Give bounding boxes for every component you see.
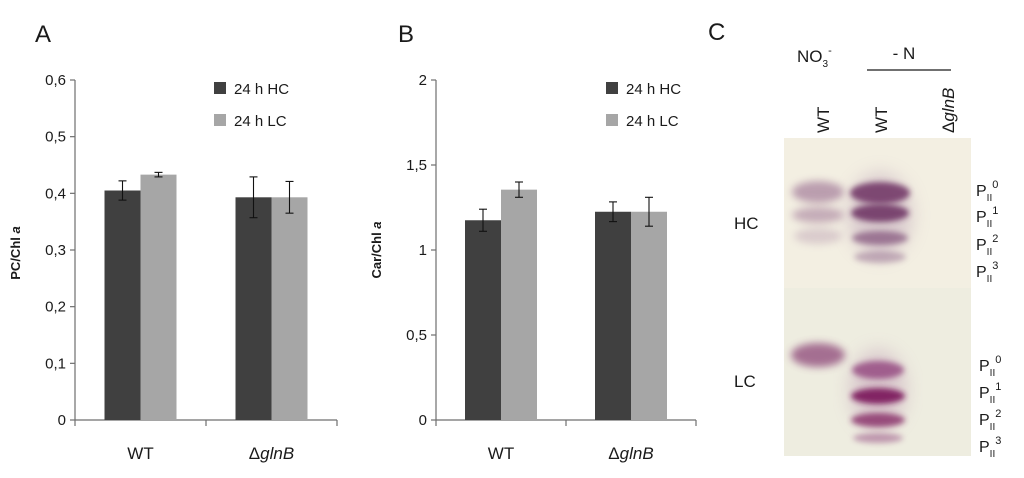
panel-a-y-tick-label: 0 [58,412,66,429]
panel-b-category-label: ΔglnB [608,444,653,463]
hc-wt-no3-band-1 [792,207,844,223]
panel-b-error-bar [479,208,487,232]
panel-b-bar-hc-1 [595,211,631,420]
panel-b-legend-swatch [606,114,618,126]
panel-b-y-tick-label: 0,5 [406,327,427,344]
hc-wt-minus-n-band-2 [852,231,908,245]
panel-a-legend-label: 24 h LC [234,113,287,130]
panel-a-error-bar [285,180,294,214]
panel-b-y-tick-label: 1 [419,242,427,259]
panel-a-y-tick-label: 0,2 [45,299,66,316]
panel-b-category-label: WT [488,444,514,463]
panel-a-bar-hc-1 [235,197,272,420]
lane-label-wt-minus-n: WT [872,107,891,133]
hc-wt-minus-n-band-3 [854,251,906,263]
panel-b-bar-lc-1 [631,211,667,420]
panel-a-y-tick-label: 0,4 [45,185,66,202]
lane-label-wt-no3: WT [814,107,833,133]
panel-b-legend-label: 24 h LC [626,113,679,130]
panel-b-error-bar [645,196,653,227]
hc-band-label-0: PII0 [976,179,998,204]
no3-condition-label: NO3- [797,45,832,70]
lc-band-label-3: PII3 [979,435,1001,460]
lc-wt-minus-n-band-1 [851,388,905,404]
panel-a-legend-swatch [214,82,226,94]
lc-band-label-1: PII1 [979,381,1001,406]
hc-wt-no3-band-2 [794,228,842,244]
hc-wt-minus-n-band-1 [851,204,909,222]
lane-label-glnb: ΔglnB [939,88,958,133]
panel-a-y-tick-label: 0,5 [45,129,66,146]
panel-a-y-axis-label: PC/Chl a [8,226,23,279]
minus-n-condition-label: - N [893,44,916,63]
hc-band-label-3: PII3 [976,260,998,285]
hc-wt-no3-band-0 [792,181,844,203]
hc-band-label-1: PII1 [976,205,998,230]
panel-b-bar-hc-0 [465,220,501,420]
panel-b-y-tick-label: 2 [419,72,427,89]
panel-c-letter: C [708,19,725,46]
panel-b-y-tick-label: 1,5 [406,157,427,174]
panel-b-bar-lc-0 [501,189,537,420]
panel-b-legend-label: 24 h HC [626,81,681,98]
panel-a-category-label: WT [127,444,153,463]
panel-b-letter: B [398,21,414,48]
panel-a-error-bar [249,176,258,219]
lc-band-label-0: PII0 [979,354,1001,379]
panel-b-legend-swatch [606,82,618,94]
panel-b-y-axis-label: Car/Chl a [369,221,384,278]
panel-c-blot: C NO3- - N WT WT ΔglnB HC LC [708,19,1001,460]
panel-a-bar-hc-0 [104,190,141,420]
lc-wt-minus-n-band-0 [852,361,904,379]
lc-band-label-2: PII2 [979,408,1001,433]
panel-a-error-bar [118,180,127,201]
panel-b-y-tick-label: 0 [419,412,427,429]
panel-a-y-tick-label: 0,6 [45,72,66,89]
panel-a-legend-label: 24 h HC [234,81,289,98]
condition-label-lc: LC [734,372,756,391]
lc-wt-minus-n-band-2 [851,413,905,427]
panel-b: B Car/Chl a 0 0,5 1 1,5 2 WT ΔglnB 24 h HC 24 h … [369,21,697,463]
panel-b-error-bar [609,201,617,223]
panel-a-letter: A [35,21,51,48]
panel-a-legend-swatch [214,114,226,126]
condition-label-hc: HC [734,214,759,233]
panel-a-bar-lc-1 [271,197,308,420]
panel-a-y-tick-label: 0,3 [45,242,66,259]
panel-a: A PC/Chl a 0 0,1 0,2 0,3 0,4 0,5 0,6 WT ΔglnB 24 … [8,21,338,463]
panel-a-y-tick-label: 0,1 [45,355,66,372]
panel-a-category-label: ΔglnB [249,444,294,463]
hc-wt-minus-n-band-0 [850,182,910,204]
lc-wt-no3-band-0 [791,343,845,367]
hc-band-label-2: PII2 [976,233,998,258]
panel-a-error-bar [154,171,163,178]
panel-b-error-bar [515,181,523,198]
lc-wt-minus-n-band-3 [853,433,903,443]
panel-a-bar-lc-0 [140,174,177,420]
